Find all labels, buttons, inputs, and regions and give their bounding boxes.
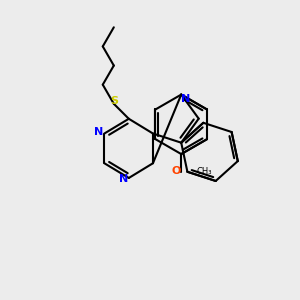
Text: S: S — [111, 96, 119, 106]
Text: N: N — [181, 94, 190, 104]
Text: CH₃: CH₃ — [196, 167, 212, 176]
Text: O: O — [171, 166, 181, 176]
Text: N: N — [119, 174, 128, 184]
Text: N: N — [94, 127, 104, 137]
